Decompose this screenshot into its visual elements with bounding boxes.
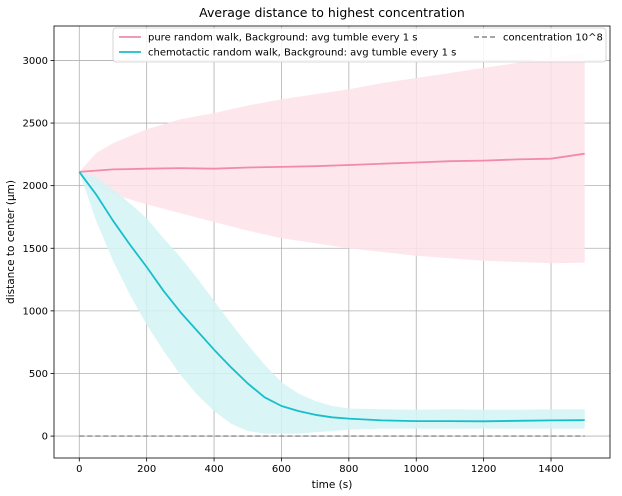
legend-entries: pure random walk, Background: avg tumble…: [119, 33, 603, 59]
series-0-line: [79, 152, 585, 173]
y-axis-label: distance to center (µm): [5, 180, 17, 304]
x-tick-label: 200: [137, 464, 156, 475]
y-axis: 0 500 1000 1500 2000 2500 3000: [23, 56, 54, 443]
x-tick-label: 400: [205, 464, 224, 475]
y-tick-label: 500: [29, 369, 48, 380]
x-tick-label: 1000: [404, 464, 429, 475]
y-tick-label: 1000: [23, 306, 48, 317]
x-tick-label: 1200: [471, 464, 496, 475]
x-tick-label: 1400: [538, 464, 563, 475]
series-1-band: [79, 171, 585, 434]
confidence-bands: [79, 52, 585, 434]
x-tick-label: 800: [339, 464, 358, 475]
x-tick-label: 600: [272, 464, 291, 475]
series-0-band: [79, 52, 585, 264]
y-tick-label: 2500: [23, 119, 48, 130]
chart-title: Average distance to highest concentratio…: [199, 5, 465, 20]
legend-label-2: concentration 10^8: [503, 33, 603, 44]
legend-label-1: chemotactic random walk, Background: avg…: [148, 48, 456, 59]
series-lines: [78, 152, 585, 437]
plot-frame: [53, 25, 611, 459]
x-axis: 0 200 400 600 800 1000 1200 1400: [76, 458, 564, 475]
y-tick-label: 2000: [23, 181, 48, 192]
y-tick-label: 1500: [23, 244, 48, 255]
series-1-line: [78, 171, 585, 423]
y-tick-label: 3000: [23, 56, 48, 67]
x-axis-label: time (s): [312, 479, 353, 491]
x-tick-label: 0: [76, 464, 82, 475]
plot-area: [53, 25, 611, 459]
y-tick-label: 0: [42, 432, 48, 443]
legend-label-0: pure random walk, Background: avg tumble…: [148, 33, 418, 44]
legend: pure random walk, Background: avg tumble…: [112, 27, 607, 63]
